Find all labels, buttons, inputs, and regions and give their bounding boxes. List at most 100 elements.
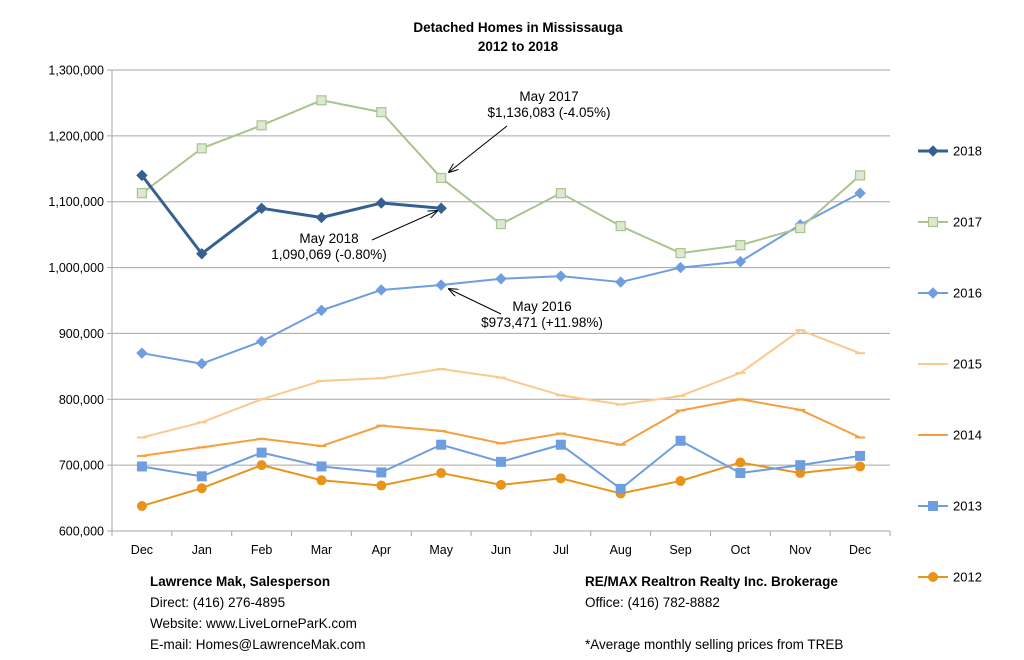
data-point [675,475,686,486]
annotation-text: $973,471 (+11.98%) [481,315,603,330]
data-point [375,197,388,209]
brokerage-name: RE/MAX Realtron Realty Inc. Brokerage [585,574,838,589]
data-point [555,473,566,484]
data-point [928,572,938,582]
x-tick-label: Nov [789,543,812,557]
legend-item-2013: 2013 [918,499,982,514]
data-point [615,483,626,494]
data-point [136,500,147,511]
data-point [555,439,566,450]
annotation-arrow [449,289,502,315]
annotation-arrow [371,211,437,241]
legend-item-2012: 2012 [918,570,982,585]
series-line [140,174,442,256]
y-tick-label: 800,000 [59,393,104,407]
data-point [495,273,507,285]
legend-label: 2013 [953,499,982,514]
y-tick-label: 900,000 [59,327,104,341]
data-point [855,450,866,461]
legend-label: 2017 [953,215,982,230]
data-point [675,435,686,446]
axes: 600,000 700,000 800,000 900,000 1,000,000 1,1… [48,64,891,557]
x-tick-label: Sep [669,543,691,557]
series-2015 [136,329,866,439]
brokerage-phone: Office: (416) 782-8882 [585,595,720,610]
data-point [196,358,208,370]
x-tick-label: Jan [192,543,212,557]
chart-title: Detached Homes in Mississauga [413,20,623,35]
legend-label: 2012 [953,570,982,585]
series-2017 [136,95,866,259]
annotations: May 2017$1,136,083 (-4.05%)May 20181,090… [271,89,610,330]
data-point [256,120,267,131]
legend-item-2015: 2015 [918,357,982,372]
data-point [136,461,147,472]
x-tick-label: Dec [849,543,871,557]
data-point [734,255,747,268]
agent-website: Website: www.LiveLorneParK.com [150,616,357,631]
source-note: *Average monthly selling prices from TRE… [585,637,844,652]
data-point [136,347,148,359]
data-point [196,248,208,260]
agent-phone: Direct: (416) 276-4895 [150,595,286,610]
x-tick-label: Mar [311,543,333,557]
data-point [435,279,447,291]
legend-label: 2015 [953,357,982,372]
y-tick-label: 700,000 [59,459,104,473]
data-point [795,460,806,471]
legend-label: 2018 [953,144,982,159]
data-point [495,219,507,230]
x-tick-label: Apr [372,543,391,557]
x-tick-label: May [429,543,453,557]
data-point [256,460,267,471]
data-point [316,95,327,106]
y-tick-label: 1,100,000 [48,195,104,209]
series-2014 [136,398,866,457]
data-point [255,335,268,348]
data-point [136,188,148,199]
data-point [436,468,447,479]
data-point [315,304,328,317]
data-point [854,170,866,181]
data-point [735,457,746,468]
data-point [316,461,327,472]
data-point [196,471,207,482]
data-point [555,270,567,282]
data-point [196,483,207,494]
series-2013 [136,435,866,494]
annotation-arrow [449,125,508,172]
annotation-text: 1,090,069 (-0.80%) [271,247,387,262]
legend-label: 2016 [953,286,982,301]
data-point [255,202,268,215]
series-2018 [136,169,447,260]
annotation-may-2017: May 2017$1,136,083 (-4.05%) [449,89,611,172]
series-line [141,398,861,457]
legend-item-2014: 2014 [918,428,982,443]
gridlines [112,69,890,532]
x-tick-label: Aug [610,543,632,557]
data-point [435,202,447,214]
series-lines [136,95,866,511]
legend-item-2018: 2018 [918,144,982,159]
legend-item-2017: 2017 [918,215,982,230]
data-point [315,211,328,224]
data-point [136,169,148,182]
annotation-text: May 2016 [512,299,571,314]
data-point [614,276,627,288]
agent-name: Lawrence Mak, Salesperson [150,574,331,589]
annotation-may-2016: May 2016$973,471 (+11.98%) [449,289,603,330]
data-point [615,220,626,232]
data-point [735,240,746,251]
data-point [316,475,327,486]
agent-email: E-mail: Homes@LawrenceMak.com [150,637,366,652]
data-point [928,501,938,511]
data-point [436,172,447,184]
data-point [256,447,267,458]
data-point [927,287,939,299]
footer-contact: Lawrence Mak, Salesperson Direct: (416) … [150,571,366,655]
data-point [555,188,566,199]
series-2012 [136,457,866,511]
data-point [855,461,866,472]
